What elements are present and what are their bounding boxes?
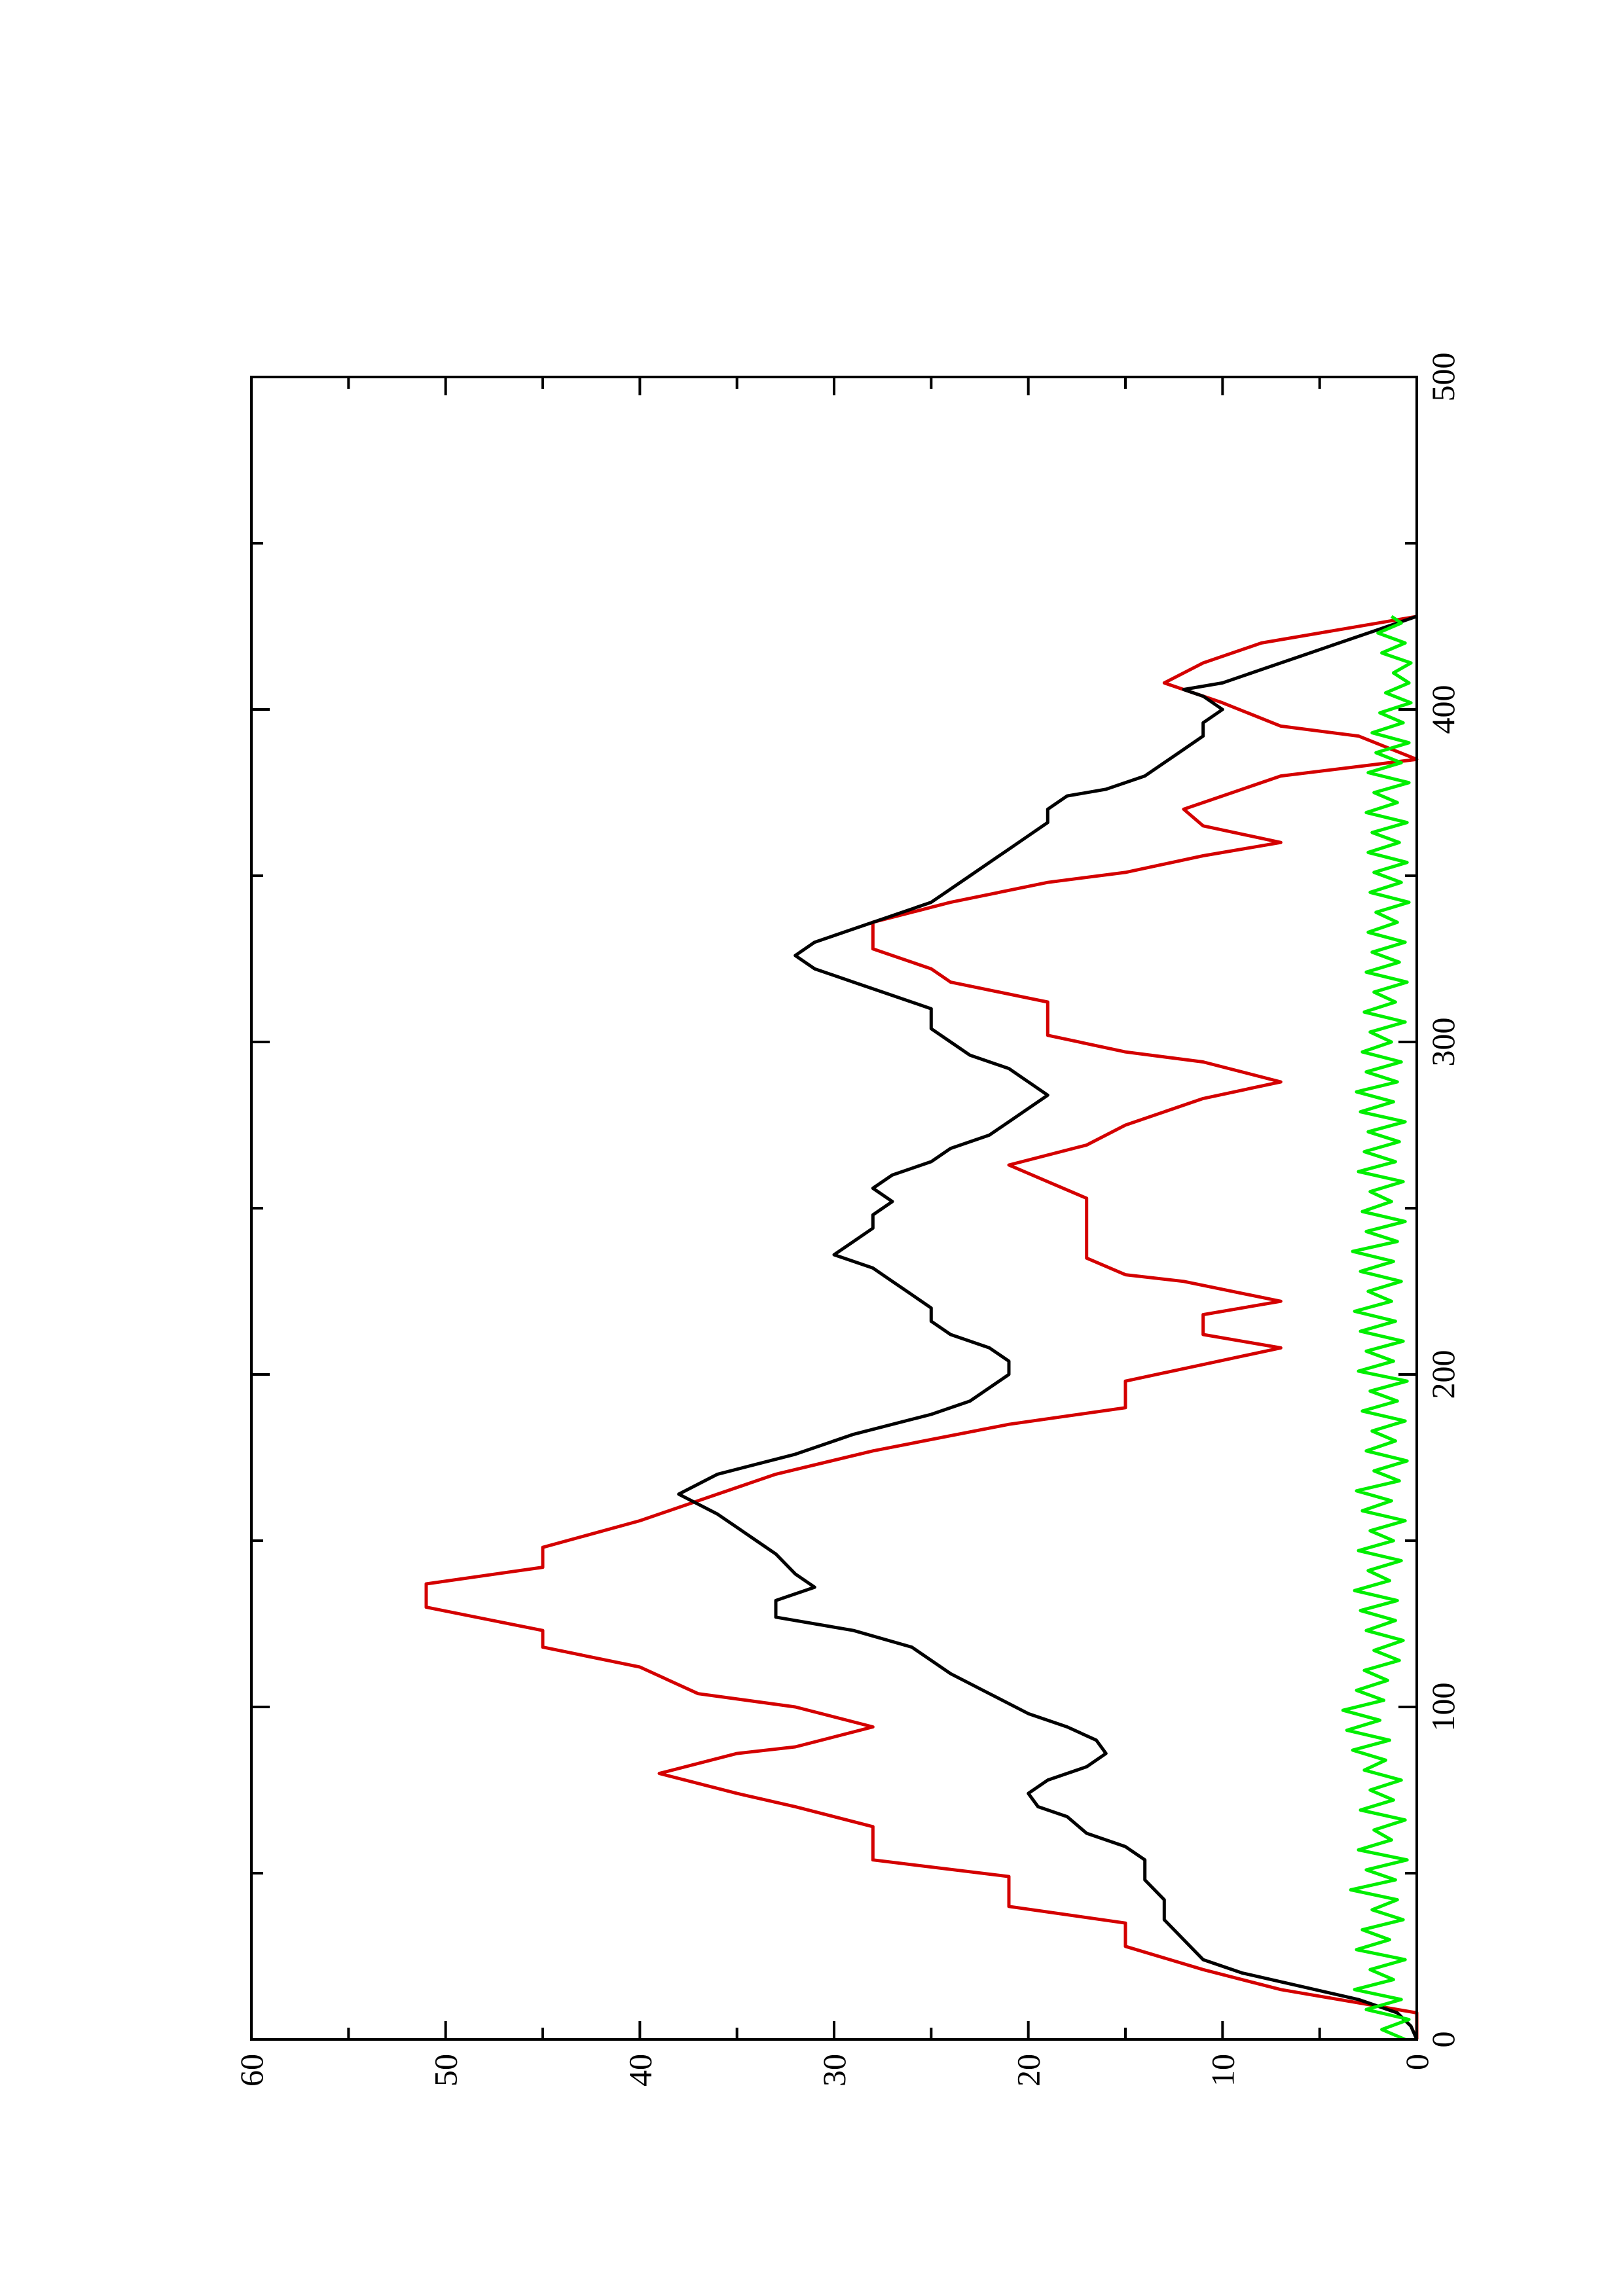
green-noise-series [1341,615,1413,2041]
x-tick-label: 0 [1425,2032,1461,2048]
x-tick-label: 200 [1425,1350,1461,1399]
tick-labels: 0 100 200 300 400 500 0 10 20 30 40 50 60 [233,353,1461,2087]
y-tick-label: 10 [1204,2054,1241,2087]
x-tick-label: 400 [1425,685,1461,734]
plot-frame [250,376,1418,2041]
y-tick-label: 30 [816,2054,852,2087]
red-step-series [424,615,1419,2039]
x-tick-label: 100 [1425,1683,1461,1732]
black-line-series [677,615,1419,2041]
y-tick-label: 60 [233,2054,270,2087]
ticks [250,376,1418,2041]
y-tick-label: 40 [621,2054,658,2087]
y-tick-label: 50 [428,2054,464,2087]
x-tick-label: 300 [1425,1018,1461,1067]
y-tick-label: 0 [1398,2054,1435,2070]
x-tick-label: 500 [1425,353,1461,402]
y-tick-label: 20 [1010,2054,1047,2087]
series-layer [424,615,1419,2041]
